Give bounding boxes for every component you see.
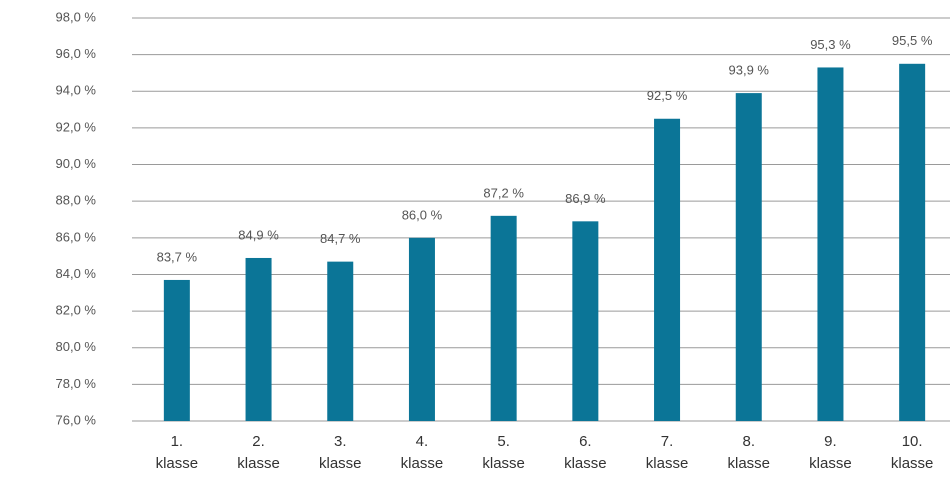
y-tick-label: 82,0 % [56, 303, 97, 318]
x-tick-label: 7. klasse [645, 433, 689, 472]
x-tick-label: 5. klasse [482, 433, 525, 472]
x-tick-label: 4. klasse [400, 433, 444, 472]
x-tick-label: 6. klasse [564, 433, 607, 472]
bar [817, 67, 844, 421]
bar [654, 118, 681, 421]
bar [899, 63, 926, 421]
x-tick-label: 10. klasse [890, 433, 934, 472]
y-tick-label: 78,0 % [56, 376, 97, 391]
y-tick-label: 76,0 % [56, 412, 97, 427]
value-label: 84,9 % [238, 227, 279, 242]
y-tick-label: 92,0 % [56, 119, 97, 134]
x-tick-label: 1. klasse [155, 433, 199, 472]
value-label: 95,3 % [810, 37, 851, 52]
value-label: 84,7 % [320, 231, 361, 246]
y-tick-label: 94,0 % [56, 83, 97, 98]
y-tick-label: 88,0 % [56, 193, 97, 208]
value-label: 86,9 % [565, 191, 606, 206]
y-tick-label: 84,0 % [56, 266, 97, 281]
bar [408, 237, 435, 421]
bar [245, 257, 272, 421]
value-label: 83,7 % [157, 249, 198, 264]
y-tick-label: 90,0 % [56, 156, 97, 171]
value-label: 87,2 % [483, 185, 524, 200]
bar [163, 279, 190, 421]
x-tick-label: 8. klasse [727, 433, 771, 472]
value-label: 86,0 % [402, 207, 443, 222]
x-tick-label: 3. klasse [318, 433, 362, 472]
bar [572, 221, 599, 421]
bar [490, 215, 517, 421]
value-label: 95,5 % [892, 33, 933, 48]
value-label: 92,5 % [647, 88, 688, 103]
bar [327, 261, 354, 421]
bar [735, 93, 762, 421]
value-label: 93,9 % [729, 63, 770, 78]
y-tick-label: 98,0 % [56, 9, 97, 24]
y-tick-label: 80,0 % [56, 339, 97, 354]
y-tick-label: 96,0 % [56, 46, 97, 61]
x-tick-label: 2. klasse [237, 433, 280, 472]
x-tick-label: 9. klasse [809, 433, 852, 472]
y-tick-label: 86,0 % [56, 229, 97, 244]
